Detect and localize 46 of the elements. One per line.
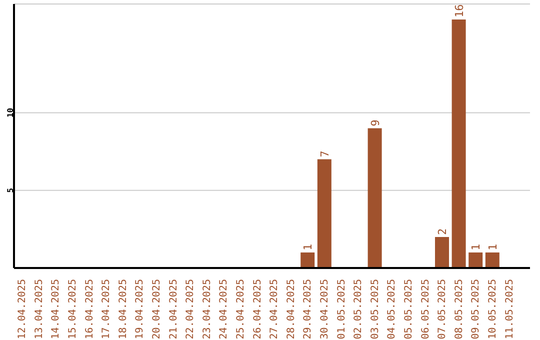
- x-tick-label: 27.04.2025: [269, 279, 280, 340]
- x-tick-label: 29.04.2025: [302, 279, 314, 340]
- x-tick-label: 04.05.2025: [386, 279, 398, 340]
- x-tick-label: 18.04.2025: [118, 279, 129, 340]
- bar: [485, 252, 500, 268]
- bar: [368, 128, 382, 268]
- x-tick-label: 09.05.2025: [470, 279, 482, 340]
- data-label: 1: [486, 244, 500, 250]
- x-tick-label: 14.04.2025: [50, 279, 62, 340]
- y-tick-label: 10: [6, 108, 15, 118]
- x-tick-label: 05.05.2025: [404, 279, 415, 340]
- x-tick-label: 03.05.2025: [370, 279, 381, 340]
- x-tick-label: 25.04.2025: [236, 279, 247, 340]
- x-tick-label: 01.05.2025: [336, 279, 348, 340]
- data-label: 9: [368, 120, 382, 126]
- bar: [435, 236, 449, 268]
- x-tick-label: 16.04.2025: [84, 279, 96, 340]
- bar: [468, 252, 483, 268]
- x-tick-label: 20.04.2025: [152, 279, 163, 340]
- y-tick-label: 5: [6, 188, 15, 193]
- data-label: 2: [436, 228, 449, 235]
- x-tick-label: 11.05.2025: [504, 279, 516, 340]
- bar: [317, 159, 332, 268]
- x-tick-label: 30.04.2025: [320, 279, 331, 340]
- x-tick-label: 24.04.2025: [218, 279, 230, 340]
- x-tick-label: 13.04.2025: [34, 279, 45, 340]
- x-tick-label: 06.05.2025: [420, 279, 432, 340]
- x-tick-label: 26.04.2025: [252, 279, 264, 340]
- x-tick-label: 17.04.2025: [101, 279, 112, 340]
- x-tick-label: 22.04.2025: [185, 279, 196, 340]
- bar: [452, 20, 466, 268]
- data-label: 7: [318, 150, 332, 158]
- x-tick-label: 15.04.2025: [68, 279, 79, 340]
- data-label: 16: [452, 4, 466, 18]
- x-tick-label: 02.05.2025: [353, 279, 364, 340]
- x-tick-label: 07.05.2025: [437, 279, 448, 340]
- x-tick-label: 23.04.2025: [202, 279, 213, 340]
- x-tick-label: 08.05.2025: [454, 279, 465, 340]
- x-tick-label: 12.04.2025: [17, 279, 28, 340]
- data-label: 1: [470, 244, 483, 250]
- x-tick-label: 10.05.2025: [488, 279, 499, 340]
- x-tick-label: 19.04.2025: [134, 279, 146, 340]
- bar: [300, 252, 315, 268]
- data-label: 1: [302, 244, 315, 250]
- x-tick-label: 21.04.2025: [168, 279, 180, 340]
- x-tick-label: 28.04.2025: [286, 279, 297, 340]
